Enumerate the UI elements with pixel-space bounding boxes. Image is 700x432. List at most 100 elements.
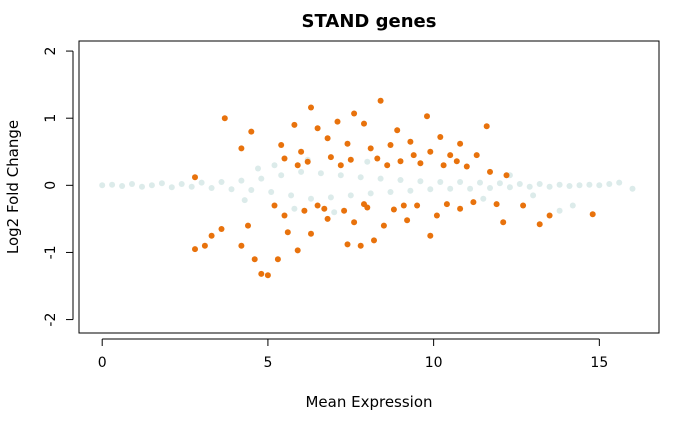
background-point-30 bbox=[397, 177, 404, 183]
significant-point-80 bbox=[271, 202, 278, 209]
background-point-59 bbox=[271, 162, 278, 169]
significant-point-71 bbox=[281, 212, 288, 219]
significant-point-72 bbox=[301, 207, 308, 214]
significant-point-6 bbox=[248, 128, 255, 135]
significant-point-83 bbox=[400, 202, 407, 209]
significant-point-30 bbox=[347, 156, 354, 163]
significant-point-68 bbox=[404, 217, 411, 224]
x-axis-label: Mean Expression bbox=[305, 393, 432, 411]
y-tick-label-3: 1 bbox=[43, 114, 59, 123]
background-point-57 bbox=[569, 202, 576, 209]
significant-point-12 bbox=[437, 134, 444, 140]
background-point-47 bbox=[566, 183, 573, 189]
significant-point-4 bbox=[483, 123, 490, 130]
background-point-52 bbox=[616, 179, 623, 186]
significant-point-14 bbox=[473, 152, 480, 159]
significant-point-65 bbox=[324, 215, 331, 222]
background-point-31 bbox=[407, 187, 414, 194]
significant-point-61 bbox=[536, 221, 543, 228]
significant-point-49 bbox=[274, 256, 281, 263]
significant-point-81 bbox=[314, 202, 321, 209]
background-point-15 bbox=[248, 187, 255, 193]
significant-point-2 bbox=[351, 110, 358, 117]
background-point-29 bbox=[387, 189, 394, 195]
background-point-5 bbox=[148, 182, 155, 189]
significant-point-59 bbox=[589, 211, 596, 218]
y-axis-label: Log2 Fold Change bbox=[4, 120, 22, 254]
significant-point-29 bbox=[327, 154, 334, 161]
significant-point-16 bbox=[238, 145, 245, 152]
significant-point-26 bbox=[447, 152, 454, 159]
background-point-2 bbox=[119, 183, 126, 189]
background-point-34 bbox=[437, 179, 444, 185]
significant-point-57 bbox=[371, 237, 377, 244]
background-point-0 bbox=[99, 182, 106, 189]
significant-point-24 bbox=[407, 138, 414, 145]
significant-point-41 bbox=[487, 168, 493, 175]
significant-point-23 bbox=[387, 142, 394, 148]
significant-point-50 bbox=[294, 247, 301, 254]
background-point-10 bbox=[198, 179, 205, 186]
significant-point-64 bbox=[493, 201, 500, 208]
background-point-19 bbox=[288, 192, 295, 199]
x-axis: 0 5 10 15 bbox=[98, 338, 608, 371]
x-tick-label-1: 5 bbox=[263, 355, 272, 371]
significant-point-44 bbox=[208, 232, 215, 239]
background-point-51 bbox=[606, 181, 613, 187]
background-point-36 bbox=[457, 179, 464, 185]
background-point-48 bbox=[576, 182, 583, 189]
background-point-64 bbox=[331, 209, 338, 216]
significant-point-1 bbox=[377, 97, 384, 104]
background-point-42 bbox=[516, 181, 523, 187]
significant-point-70 bbox=[457, 205, 464, 212]
background-point-28 bbox=[377, 175, 384, 182]
significant-point-48 bbox=[264, 272, 271, 279]
background-point-55 bbox=[530, 192, 537, 199]
y-axis: -2 -1 0 1 2 bbox=[43, 47, 74, 327]
background-point-53 bbox=[629, 185, 636, 192]
significant-point-51 bbox=[218, 226, 225, 232]
significant-point-74 bbox=[341, 207, 348, 214]
y-tick-label-2: 0 bbox=[43, 181, 59, 190]
background-point-17 bbox=[268, 189, 275, 195]
background-point-24 bbox=[337, 172, 344, 179]
background-point-39 bbox=[487, 185, 493, 191]
significant-point-11 bbox=[394, 127, 401, 134]
plot-points bbox=[99, 97, 636, 279]
plot-frame bbox=[78, 40, 660, 334]
background-point-50 bbox=[596, 182, 603, 189]
background-point-43 bbox=[526, 183, 533, 190]
significant-point-13 bbox=[457, 140, 464, 147]
significant-point-0 bbox=[308, 104, 314, 111]
significant-point-82 bbox=[361, 201, 367, 208]
significant-point-21 bbox=[344, 140, 351, 147]
significant-point-7 bbox=[291, 121, 298, 128]
background-point-38 bbox=[477, 179, 483, 186]
significant-point-15 bbox=[503, 172, 510, 179]
x-tick-label-0: 0 bbox=[98, 355, 107, 371]
background-point-21 bbox=[308, 195, 314, 202]
background-point-27 bbox=[367, 190, 374, 197]
significant-point-52 bbox=[245, 222, 251, 229]
significant-point-20 bbox=[324, 135, 331, 142]
significant-point-43 bbox=[201, 242, 208, 249]
significant-point-55 bbox=[344, 241, 351, 248]
x-tick-label-2: 10 bbox=[425, 355, 443, 371]
significant-point-27 bbox=[281, 155, 288, 162]
significant-point-3 bbox=[424, 113, 430, 120]
background-point-32 bbox=[417, 178, 424, 185]
significant-point-18 bbox=[278, 142, 285, 148]
background-point-44 bbox=[536, 181, 543, 187]
significant-point-40 bbox=[453, 158, 460, 165]
background-point-11 bbox=[208, 185, 215, 191]
significant-point-73 bbox=[321, 205, 328, 212]
background-point-9 bbox=[188, 183, 195, 190]
background-point-41 bbox=[506, 184, 513, 191]
significant-point-42 bbox=[192, 246, 198, 253]
significant-point-8 bbox=[314, 125, 321, 132]
significant-point-67 bbox=[380, 222, 387, 229]
significant-point-10 bbox=[361, 120, 367, 127]
significant-point-37 bbox=[337, 162, 344, 169]
background-point-16 bbox=[258, 175, 265, 182]
significant-point-53 bbox=[284, 229, 291, 236]
